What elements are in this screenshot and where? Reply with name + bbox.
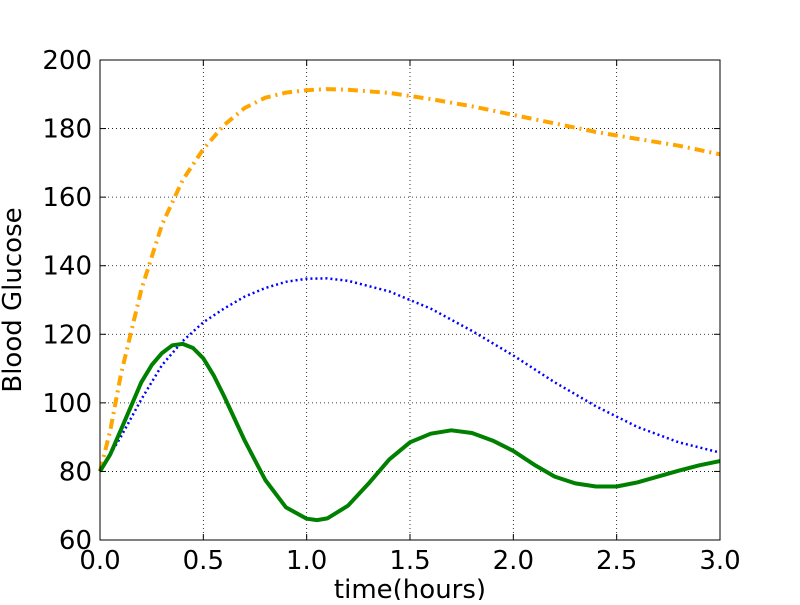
x-tick-label: 3.0 bbox=[699, 546, 740, 576]
x-tick-label: 2.0 bbox=[493, 546, 534, 576]
series-line-2 bbox=[98, 277, 721, 473]
series-line-1 bbox=[98, 87, 721, 472]
x-axis-label: time(hours) bbox=[334, 575, 486, 600]
y-tick-label: 60 bbox=[59, 526, 92, 556]
x-tick-label: 1.5 bbox=[389, 546, 430, 576]
y-axis-label: Blood Glucose bbox=[0, 207, 28, 392]
y-tick-label: 200 bbox=[42, 46, 92, 76]
axis-ticks bbox=[99, 59, 721, 541]
x-tick-label: 0.5 bbox=[183, 546, 224, 576]
y-tick-labels: 60 80 100 120 140 160 180 200 bbox=[42, 46, 92, 556]
grid bbox=[100, 60, 720, 540]
y-tick-label: 160 bbox=[42, 183, 92, 213]
series-lines bbox=[98, 87, 721, 523]
y-tick-label: 120 bbox=[42, 320, 92, 350]
series-line-3 bbox=[98, 341, 721, 523]
x-tick-label: 1.0 bbox=[286, 546, 327, 576]
y-tick-label: 100 bbox=[42, 389, 92, 419]
y-tick-label: 140 bbox=[42, 252, 92, 282]
x-tick-label: 2.5 bbox=[596, 546, 637, 576]
x-tick-label: 0.0 bbox=[79, 546, 120, 576]
x-tick-labels: 0.0 0.5 1.0 1.5 2.0 2.5 3.0 bbox=[79, 546, 740, 576]
y-tick-label: 180 bbox=[42, 115, 92, 145]
y-tick-label: 80 bbox=[59, 457, 92, 487]
